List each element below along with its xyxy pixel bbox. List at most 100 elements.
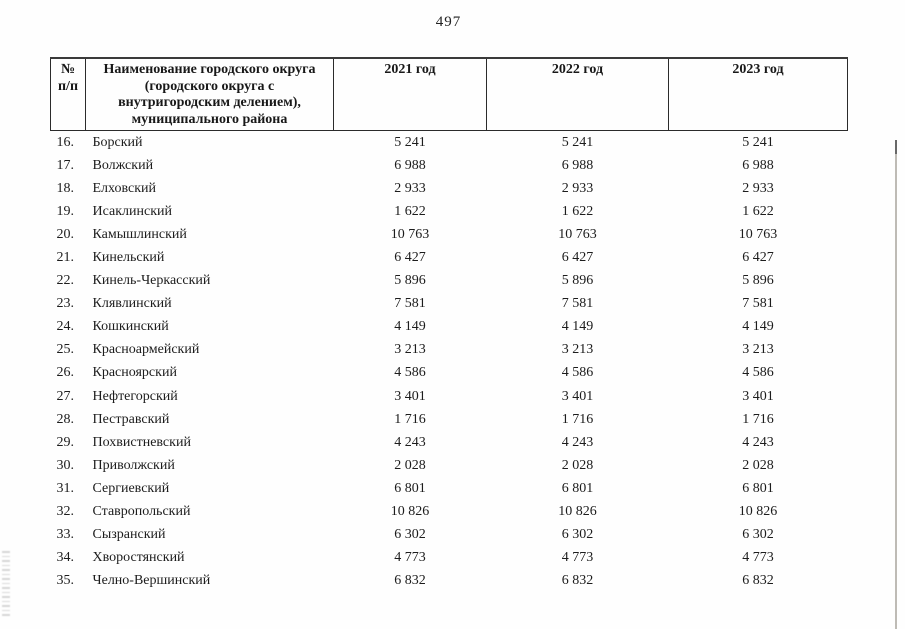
cell-value-2021: 3 213: [394, 342, 426, 358]
table-row: 24. Кошкинский 4 149 4 149 4 149: [51, 316, 848, 339]
cell-municipality-name: Приволжский: [92, 457, 175, 473]
cell-value-2022: 6 988: [561, 157, 594, 173]
cell-value-2022: 4 773: [561, 550, 594, 566]
table-row: 22. Кинель-Черкасский 5 896 5 896 5 896: [51, 270, 848, 293]
cell-value-2021: 10 826: [390, 504, 430, 520]
scan-margin-smudge-artifact: [2, 551, 10, 619]
table-row: 25. Красноармейский 3 213 3 213 3 213: [51, 339, 848, 362]
municipality-data-table: № п/п Наименование городского округа (го…: [50, 57, 848, 593]
cell-value-2022: 1 716: [561, 411, 594, 427]
table-row: 33. Сызранский 6 302 6 302 6 302: [51, 524, 848, 547]
cell-municipality-name: Камышлинский: [92, 226, 187, 242]
cell-value-2023: 4 773: [742, 550, 774, 566]
cell-row-number: 24.: [56, 319, 75, 335]
cell-municipality-name: Похвистневский: [92, 434, 191, 450]
table-header-row: № п/п Наименование городского округа (го…: [50, 57, 848, 131]
cell-value-2022: 5 241: [561, 134, 594, 150]
cell-value-2021: 5 896: [394, 273, 426, 289]
cell-value-2021: 2 028: [394, 457, 426, 473]
cell-municipality-name: Сызранский: [92, 527, 166, 543]
cell-value-2023: 6 302: [742, 527, 774, 543]
cell-value-2022: 2 028: [561, 457, 594, 473]
cell-value-2021: 6 832: [394, 573, 426, 589]
cell-value-2022: 2 933: [561, 180, 594, 196]
cell-value-2021: 6 427: [394, 250, 426, 266]
cell-row-number: 26.: [56, 365, 75, 381]
table-row: 26. Красноярский 4 586 4 586 4 586: [51, 362, 848, 385]
cell-row-number: 20.: [56, 226, 75, 242]
cell-value-2023: 2 933: [742, 180, 774, 196]
cell-value-2022: 4 243: [561, 434, 594, 450]
header-cell-row-number: № п/п: [50, 57, 86, 131]
cell-row-number: 17.: [56, 157, 75, 173]
cell-row-number: 29.: [56, 434, 75, 450]
cell-value-2023: 3 401: [742, 388, 774, 404]
cell-row-number: 28.: [56, 411, 75, 427]
cell-municipality-name: Елховский: [92, 180, 157, 196]
table-row: 21. Кинельский 6 427 6 427 6 427: [51, 246, 848, 269]
table-row: 28. Пестравский 1 716 1 716 1 716: [51, 408, 848, 431]
cell-municipality-name: Сергиевский: [92, 480, 170, 496]
cell-value-2023: 6 427: [742, 250, 774, 266]
cell-value-2021: 6 302: [394, 527, 426, 543]
cell-municipality-name: Красноармейский: [92, 342, 200, 358]
cell-municipality-name: Кинельский: [92, 250, 165, 266]
cell-value-2021: 4 773: [394, 550, 426, 566]
cell-value-2022: 10 763: [558, 226, 597, 242]
cell-municipality-name: Кошкинский: [92, 319, 169, 335]
cell-value-2023: 6 988: [742, 157, 774, 173]
cell-municipality-name: Кинель-Черкасский: [92, 273, 211, 289]
cell-municipality-name: Борский: [92, 134, 143, 150]
table-row: 18. Елховский 2 933 2 933 2 933: [51, 177, 848, 200]
cell-value-2023: 2 028: [742, 457, 774, 473]
cell-value-2021: 3 401: [394, 388, 426, 404]
table-row: 17. Волжский 6 988 6 988 6 988: [51, 154, 848, 177]
cell-municipality-name: Красноярский: [92, 365, 177, 381]
header-cell-year-2023: 2023 год: [668, 57, 848, 131]
cell-value-2022: 6 801: [561, 480, 594, 496]
cell-value-2022: 5 896: [561, 273, 594, 289]
table-row: 30. Приволжский 2 028 2 028 2 028: [51, 454, 848, 477]
cell-municipality-name: Нефтегорский: [92, 388, 178, 404]
cell-value-2021: 4 586: [394, 365, 426, 381]
cell-row-number: 16.: [56, 134, 75, 150]
cell-row-number: 33.: [56, 527, 75, 543]
table-row: 19. Исаклинский 1 622 1 622 1 622: [51, 200, 848, 223]
cell-value-2021: 4 243: [394, 434, 426, 450]
cell-value-2022: 6 427: [561, 250, 594, 266]
table-row: 23. Клявлинский 7 581 7 581 7 581: [51, 293, 848, 316]
table-row: 32. Ставропольский 10 826 10 826 10 826: [51, 501, 848, 524]
table-row: 16. Борский 5 241 5 241 5 241: [51, 131, 848, 155]
cell-row-number: 22.: [56, 273, 75, 289]
header-cell-year-2022: 2022 год: [486, 57, 669, 131]
header-cell-year-2021: 2021 год: [333, 57, 487, 131]
cell-row-number: 27.: [56, 388, 75, 404]
cell-municipality-name: Челно-Вершинский: [92, 573, 211, 589]
cell-municipality-name: Волжский: [92, 157, 154, 173]
cell-municipality-name: Хворостянский: [92, 550, 185, 566]
table-row: 34. Хворостянский 4 773 4 773 4 773: [51, 547, 848, 570]
cell-row-number: 19.: [56, 203, 75, 219]
cell-value-2022: 4 149: [561, 319, 594, 335]
cell-value-2023: 7 581: [742, 296, 774, 312]
cell-value-2023: 5 896: [742, 273, 774, 289]
cell-value-2023: 1 622: [742, 203, 774, 219]
cell-value-2021: 6 801: [394, 480, 426, 496]
scan-page-edge-artifact: [895, 140, 897, 629]
cell-row-number: 34.: [56, 550, 75, 566]
cell-value-2023: 5 241: [742, 134, 774, 150]
cell-value-2021: 2 933: [394, 180, 426, 196]
table-header: № п/п Наименование городского округа (го…: [50, 57, 848, 131]
cell-value-2021: 10 763: [390, 226, 430, 242]
page-number: 497: [435, 14, 462, 30]
cell-value-2022: 1 622: [561, 203, 594, 219]
cell-value-2022: 6 832: [561, 573, 594, 589]
cell-value-2023: 4 243: [742, 434, 774, 450]
cell-value-2021: 1 622: [394, 203, 426, 219]
cell-value-2023: 10 826: [738, 504, 778, 520]
cell-row-number: 32.: [56, 504, 75, 520]
table-row: 31. Сергиевский 6 801 6 801 6 801: [51, 477, 848, 500]
cell-municipality-name: Исаклинский: [92, 203, 172, 219]
cell-value-2021: 6 988: [394, 157, 426, 173]
cell-row-number: 21.: [56, 250, 75, 266]
